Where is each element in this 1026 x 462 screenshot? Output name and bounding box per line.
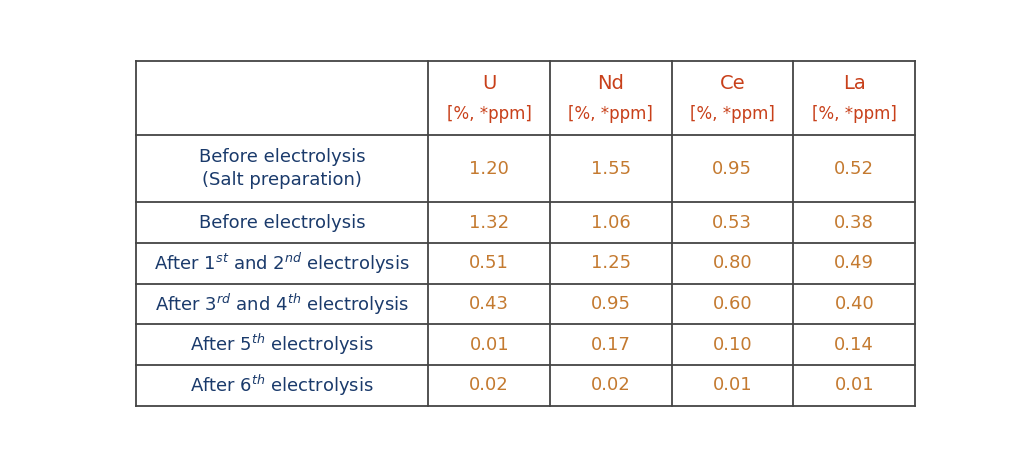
- Text: 0.10: 0.10: [712, 336, 752, 354]
- Text: La: La: [843, 73, 866, 92]
- Text: After 3$^{rd}$ and 4$^{th}$ electrolysis: After 3$^{rd}$ and 4$^{th}$ electrolysis: [155, 292, 409, 316]
- Text: 0.52: 0.52: [834, 160, 874, 178]
- Text: 0.95: 0.95: [591, 295, 631, 313]
- Text: 0.43: 0.43: [469, 295, 509, 313]
- Text: 0.80: 0.80: [712, 255, 752, 273]
- Text: 0.95: 0.95: [712, 160, 752, 178]
- Text: 0.60: 0.60: [712, 295, 752, 313]
- Text: 0.38: 0.38: [834, 214, 874, 231]
- Text: 0.01: 0.01: [834, 377, 874, 395]
- Text: After 1$^{st}$ and 2$^{nd}$ electrolysis: After 1$^{st}$ and 2$^{nd}$ electrolysis: [155, 251, 410, 276]
- Text: After 5$^{th}$ electrolysis: After 5$^{th}$ electrolysis: [191, 332, 374, 358]
- Text: 1.06: 1.06: [591, 214, 631, 231]
- Text: 0.40: 0.40: [834, 295, 874, 313]
- Text: Nd: Nd: [597, 73, 624, 92]
- Text: 1.25: 1.25: [591, 255, 631, 273]
- Text: [%, *ppm]: [%, *ppm]: [689, 105, 775, 123]
- Text: 0.02: 0.02: [591, 377, 631, 395]
- Text: 1.20: 1.20: [469, 160, 509, 178]
- Text: 0.01: 0.01: [712, 377, 752, 395]
- Text: 0.17: 0.17: [591, 336, 631, 354]
- Text: 0.51: 0.51: [469, 255, 509, 273]
- Text: 1.55: 1.55: [591, 160, 631, 178]
- Text: 0.14: 0.14: [834, 336, 874, 354]
- Text: Ce: Ce: [719, 73, 745, 92]
- Text: [%, *ppm]: [%, *ppm]: [446, 105, 531, 123]
- Text: [%, *ppm]: [%, *ppm]: [568, 105, 654, 123]
- Text: 0.02: 0.02: [469, 377, 509, 395]
- Text: 0.53: 0.53: [712, 214, 752, 231]
- Text: 0.49: 0.49: [834, 255, 874, 273]
- Text: 1.32: 1.32: [469, 214, 509, 231]
- Text: U: U: [482, 73, 497, 92]
- Text: (Salt preparation): (Salt preparation): [202, 171, 362, 189]
- Text: After 6$^{th}$ electrolysis: After 6$^{th}$ electrolysis: [191, 373, 374, 398]
- Text: Before electrolysis: Before electrolysis: [199, 148, 365, 166]
- Text: 0.01: 0.01: [469, 336, 509, 354]
- Text: [%, *ppm]: [%, *ppm]: [812, 105, 897, 123]
- Text: Before electrolysis: Before electrolysis: [199, 214, 365, 231]
